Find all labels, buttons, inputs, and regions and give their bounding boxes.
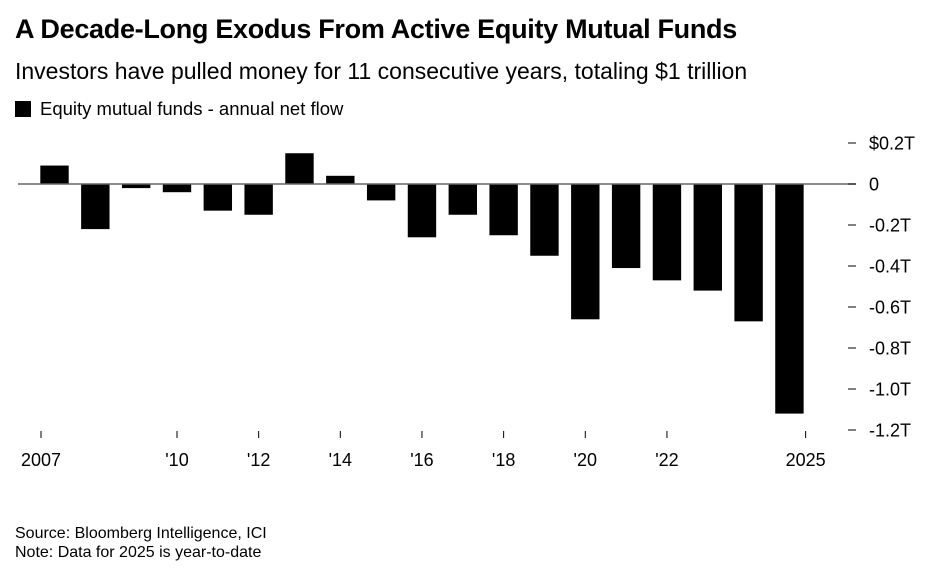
x-tick-label: 2025 (786, 450, 826, 470)
y-tick-label: -0.8T (869, 339, 911, 359)
bar-2024 (734, 184, 763, 322)
x-tick-label: 2007 (21, 450, 61, 470)
bar-2017 (448, 184, 477, 215)
x-tick-label: '10 (165, 450, 188, 470)
data-note: Note: Data for 2025 is year-to-date (15, 544, 262, 561)
bar-2019 (530, 184, 559, 256)
bar-2008 (81, 184, 110, 230)
bar-2013 (285, 153, 314, 184)
bar-2023 (693, 184, 722, 291)
bar-2011 (203, 184, 233, 211)
legend-label: Equity mutual funds - annual net flow (40, 98, 344, 119)
y-tick-label: -0.2T (869, 216, 911, 236)
bar-2010 (162, 184, 192, 193)
legend: Equity mutual funds - annual net flow (15, 98, 343, 120)
y-tick-label: -1.0T (869, 380, 911, 400)
bar-2021 (611, 184, 641, 269)
bar-2012 (244, 184, 273, 215)
bar-2018 (489, 184, 518, 236)
y-tick-label: -1.2T (869, 421, 911, 441)
chart-title: A Decade-Long Exodus From Active Equity … (15, 14, 737, 44)
y-tick-label: -0.6T (869, 298, 911, 318)
x-tick-label: '20 (574, 450, 597, 470)
bar-2016 (407, 184, 437, 238)
bar-2025 (775, 184, 804, 414)
x-tick-label: '14 (329, 450, 352, 470)
y-tick-label: -0.4T (869, 257, 911, 277)
x-tick-label: '16 (410, 450, 433, 470)
chart-subtitle: Investors have pulled money for 11 conse… (15, 58, 748, 84)
x-tick-label: '22 (655, 450, 678, 470)
bar-2014 (326, 175, 355, 184)
bar-2009 (121, 184, 151, 189)
x-tick-label: '18 (492, 450, 515, 470)
source-note: Source: Bloomberg Intelligence, ICI (15, 525, 267, 542)
bar-2007 (40, 165, 69, 184)
legend-swatch (15, 101, 31, 117)
x-tick-label: '12 (247, 450, 270, 470)
y-tick-label: $0.2T (869, 134, 915, 154)
bar-2015 (366, 184, 396, 201)
y-tick-label: 0 (869, 175, 879, 195)
bar-2020 (571, 184, 600, 320)
bar-2022 (652, 184, 682, 281)
